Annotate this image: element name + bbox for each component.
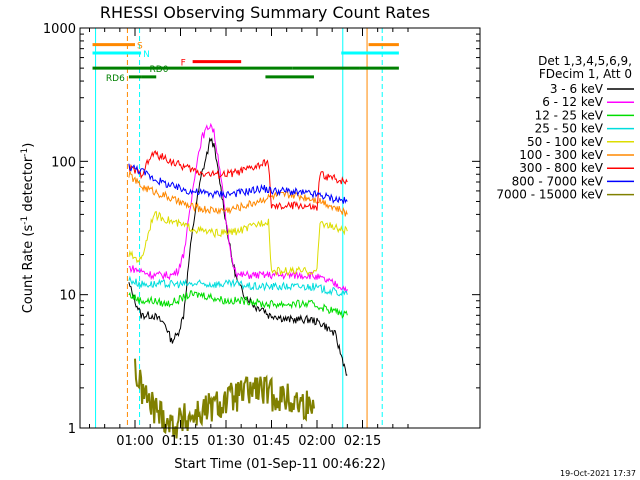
y-tick-label-2: 100 [51,155,76,170]
y-tick-label-3: 1000 [43,22,76,37]
series-line-1 [128,122,348,293]
series-line-8 [134,358,315,439]
x-axis-label: Start Time (01-Sep-11 00:46:22) [174,457,385,472]
state-bar-label-4: RD6 [106,74,125,84]
y-axis-label-part1: Count Rate (s [21,225,36,314]
legend-header-line-1: Det 1,3,4,5,6,9, [538,54,632,68]
x-tick-label-2: 01:30 [207,434,244,449]
legend-label-2: 12 - 25 keV [535,108,604,122]
legend-label-7: 800 - 7000 keV [512,174,604,188]
x-tick-label-4: 02:00 [298,434,335,449]
y-axis: 1 10 100 1000 [43,22,480,437]
series-line-5 [128,171,348,217]
legend-label-4: 50 - 100 keV [527,135,604,149]
legend-label-6: 300 - 800 keV [519,161,603,175]
footer-date: 19-Oct-2021 17:37 [560,469,636,478]
series-line-4 [128,210,348,277]
legend: Det 1,3,4,5,6,9, FDecim 1, Att 0 3 - 6 k… [496,54,634,202]
plot-frame [79,27,481,429]
series-line-6 [128,150,348,211]
state-bar-label-1: N [143,50,150,60]
legend-label-8: 7000 - 15000 keV [496,188,603,202]
state-bars: SN F RD0 RD6 [92,42,399,84]
x-tick-label-5: 02:15 [344,434,381,449]
legend-header-line-2: FDecim 1, Att 0 [539,67,632,81]
legend-label-1: 6 - 12 keV [542,95,604,109]
legend-label-0: 3 - 6 keV [550,82,604,96]
x-tick-label-0: 01:00 [116,434,153,449]
chart-title: RHESSI Observing Summary Count Rates [100,3,430,22]
y-axis-label-sup2: -1 [20,148,30,157]
x-tick-label-3: 01:45 [253,434,290,449]
x-tick-label-1: 01:15 [162,434,199,449]
state-bar-label-0: S [137,42,143,52]
y-tick-label-0: 1 [68,422,76,437]
y-tick-label-1: 10 [59,289,76,304]
state-bar-label-3: RD0 [150,65,169,75]
state-bar-label-2: F [181,59,186,69]
series-line-7 [128,163,348,204]
y-axis-label-sup1: -1 [20,216,30,225]
legend-label-3: 25 - 50 keV [535,122,604,136]
series-line-2 [128,290,348,319]
x-axis: 01:00 01:15 01:30 01:45 02:00 02:15 [89,28,409,449]
series-lines [128,122,348,439]
y-axis-label: Count Rate (s-1 detector-1) [20,143,36,314]
y-axis-label-part3: ) [21,143,36,148]
legend-label-5: 100 - 300 keV [519,148,603,162]
series-line-3 [128,275,348,297]
y-axis-label-part2: detector [21,156,36,216]
